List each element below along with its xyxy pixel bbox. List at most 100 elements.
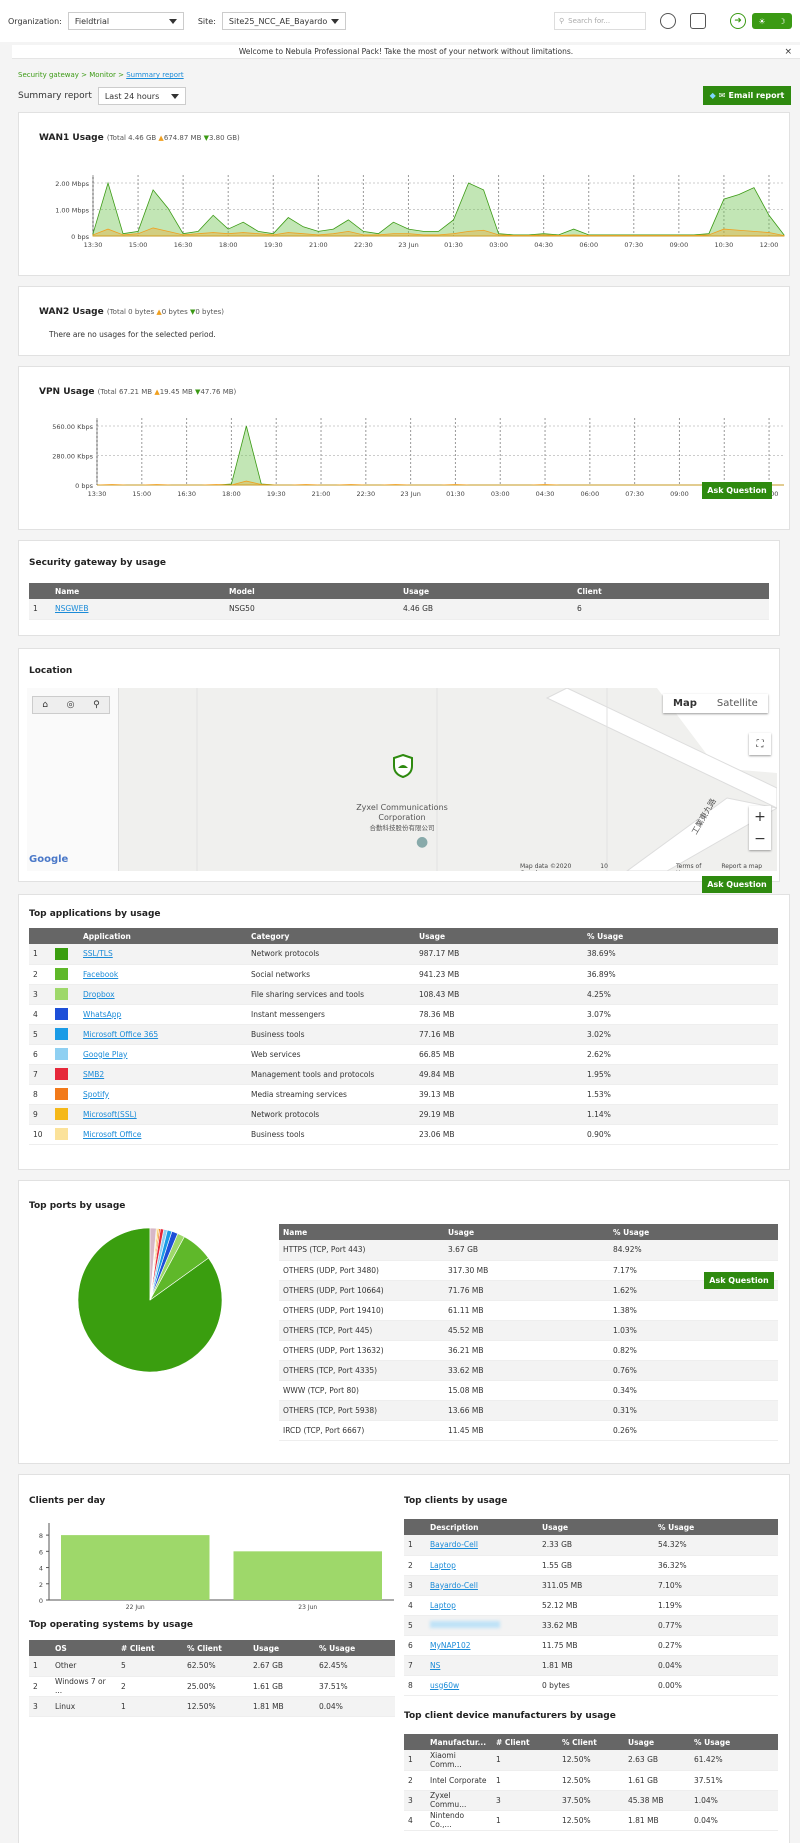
client-link[interactable]: [430, 1620, 500, 1628]
pct-usage-cell: 1.53%: [583, 1084, 778, 1105]
application-link[interactable]: SMB2: [83, 1069, 105, 1079]
map-tab[interactable]: Map: [673, 698, 697, 709]
client-cell: usg60w: [426, 1675, 538, 1696]
pct-usage-cell: 0.34%: [609, 1380, 778, 1401]
pct-usage-cell: 54.32%: [654, 1535, 778, 1556]
pct-usage-cell: 1.14%: [583, 1104, 778, 1125]
application-link[interactable]: Spotify: [83, 1089, 110, 1099]
y-tick-label: 0: [39, 1597, 43, 1605]
email-report-button[interactable]: ◆ ✉ Email report: [703, 86, 791, 105]
col-index: [404, 1734, 426, 1750]
x-tick-label: 22:30: [356, 490, 375, 498]
table-row: 10 Microsoft Office Business tools 23.06 MB…: [29, 1124, 778, 1145]
usage-cell: 317.30 MB: [444, 1260, 609, 1281]
ask-question-button[interactable]: Ask Question: [702, 876, 772, 893]
gateway-name-link[interactable]: NSGWEB: [55, 604, 89, 614]
close-icon[interactable]: ×: [784, 47, 792, 57]
usage-cell: 49.84 MB: [415, 1064, 583, 1085]
bar[interactable]: [233, 1551, 383, 1600]
usage-cell: 1.61 GB: [624, 1770, 690, 1791]
vpn-card: VPN Usage (Total 67.21 MB ▲19.45 MB ▼47.…: [18, 366, 790, 530]
bar[interactable]: [61, 1535, 210, 1600]
application-link[interactable]: Facebook: [83, 969, 119, 979]
wan2-up: 0 bytes: [161, 308, 188, 316]
usage-cell: 29.19 MB: [415, 1104, 583, 1125]
download-icon: ▼: [203, 134, 209, 142]
breadcrumb-monitor[interactable]: Monitor: [89, 71, 116, 79]
usage-cell: 39.13 MB: [415, 1084, 583, 1105]
wan2-title: WAN2 Usage (Total 0 bytes ▲0 bytes ▼0 by…: [39, 307, 224, 317]
client-link[interactable]: Bayardo-Cell: [430, 1540, 478, 1550]
place-name-2: Corporation: [378, 813, 426, 822]
zoom-in-icon[interactable]: +: [754, 809, 766, 825]
zoom-controls: + −: [749, 806, 771, 850]
col-pct-usage: % Usage: [315, 1640, 395, 1656]
locate-icon[interactable]: ◎: [66, 700, 75, 710]
x-tick-label: 03:00: [489, 241, 508, 249]
client-link[interactable]: Bayardo-Cell: [430, 1580, 478, 1590]
terms-link[interactable]: Terms of Use: [675, 863, 702, 871]
client-link[interactable]: MyNAP102: [430, 1640, 471, 1650]
col-client-count: # Client: [492, 1734, 558, 1750]
map-view[interactable]: ⌂ ◎ ⚲ Map Satellite ⛶ + − Zyxel Communicatio…: [27, 688, 777, 871]
zoom-out-icon[interactable]: −: [754, 831, 766, 847]
usage-cell: 2.67 GB: [249, 1656, 315, 1677]
table-row: OTHERS (UDP, Port 19410) 61.11 MB 1.38%: [279, 1300, 778, 1321]
client-link[interactable]: NS: [430, 1660, 441, 1670]
logout-icon[interactable]: ➜: [730, 13, 746, 29]
index-cell: 4: [29, 1004, 51, 1025]
color-cell: [51, 1044, 79, 1065]
x-tick-label: 21:00: [309, 241, 328, 249]
client-link[interactable]: usg60w: [430, 1680, 460, 1690]
table-header: Description Usage% Usage: [404, 1519, 778, 1535]
client-link[interactable]: Laptop: [430, 1600, 456, 1610]
fullscreen-icon[interactable]: ⛶: [749, 733, 771, 755]
usage-cell: 71.76 MB: [444, 1280, 609, 1301]
x-tick-label: 04:30: [534, 241, 553, 249]
index-cell: 2: [404, 1555, 426, 1576]
application-link[interactable]: SSL/TLS: [83, 949, 113, 959]
breadcrumb-gateway[interactable]: Security gateway: [18, 71, 79, 79]
user-icon[interactable]: [660, 13, 676, 29]
table-row: 8 usg60w 0 bytes 0.00%: [404, 1675, 778, 1696]
promo-banner: Welcome to Nebula Professional Pack! Tak…: [12, 45, 800, 59]
color-swatch: [55, 988, 68, 1000]
ask-question-button[interactable]: Ask Question: [704, 1272, 774, 1289]
application-link[interactable]: Google Play: [83, 1049, 128, 1059]
notification-icon[interactable]: [690, 13, 706, 29]
usage-cell: 78.36 MB: [415, 1004, 583, 1025]
application-link[interactable]: Microsoft Office: [83, 1129, 142, 1139]
pct-usage-cell: 1.38%: [609, 1300, 778, 1321]
site-value: Site25_NCC_AE_Bayardo: [228, 16, 328, 26]
search-input[interactable]: ⚲ Search for...: [554, 12, 646, 30]
x-tick-label: 16:30: [177, 490, 196, 498]
usage-cell: 2.33 GB: [538, 1535, 654, 1556]
application-link[interactable]: Microsoft(SSL): [83, 1109, 137, 1119]
col-application: Application: [79, 928, 247, 944]
time-range-select[interactable]: Last 24 hours: [97, 87, 186, 105]
ask-question-button[interactable]: Ask Question: [702, 482, 772, 499]
table-header: Application Category Usage% Usage: [29, 928, 778, 944]
application-link[interactable]: Microsoft Office 365: [83, 1029, 159, 1039]
report-map-error-link[interactable]: Report a map error: [721, 863, 763, 871]
client-count-cell: 1: [117, 1696, 183, 1717]
search-icon[interactable]: ⚲: [93, 700, 100, 710]
application-cell: Microsoft Office: [79, 1124, 247, 1145]
site-select[interactable]: Site25_NCC_AE_Bayardo: [221, 12, 346, 30]
application-link[interactable]: Dropbox: [83, 989, 115, 999]
category-cell: Media streaming services: [247, 1084, 415, 1105]
apps-table: Application Category Usage% Usage 1 SSL/TLS…: [29, 928, 778, 1145]
pct-usage-cell: 0.26%: [609, 1420, 778, 1441]
application-link[interactable]: WhatsApp: [83, 1009, 122, 1019]
breadcrumb-summary-report[interactable]: Summary report: [126, 71, 184, 79]
category-cell: Social networks: [247, 964, 415, 985]
usage-cell: 1.81 MB: [538, 1655, 654, 1676]
pie-slice[interactable]: [149, 1227, 157, 1301]
table-row: 3 Linux 1 12.50% 1.81 MB 0.04%: [29, 1696, 395, 1717]
home-icon[interactable]: ⌂: [42, 700, 49, 710]
org-select[interactable]: Fieldtrial: [67, 12, 184, 30]
theme-toggle[interactable]: ☀ ☽: [752, 13, 792, 29]
client-link[interactable]: Laptop: [430, 1560, 456, 1570]
satellite-tab[interactable]: Satellite: [716, 698, 758, 709]
port-name-cell: OTHERS (UDP, Port 13632): [279, 1340, 444, 1361]
